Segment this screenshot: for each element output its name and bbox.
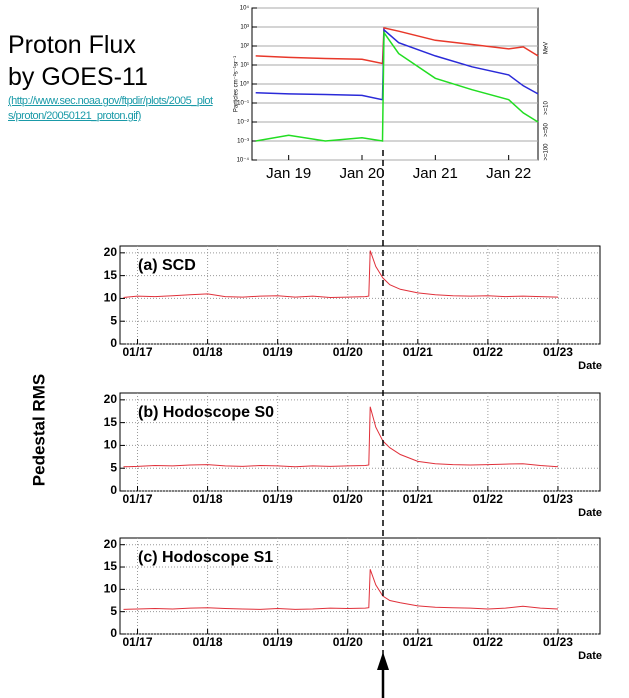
y-tick-label: 10³	[240, 25, 249, 31]
legend-label: >=100	[544, 143, 550, 161]
x-tick-label: 01/18	[193, 492, 223, 506]
x-tick-label: 01/22	[473, 345, 503, 359]
x-tick-label: 01/20	[333, 492, 363, 506]
heading: Proton Flux	[8, 31, 136, 59]
x-tick-label: Jan 20	[339, 165, 384, 182]
y-tick-label: 10	[104, 582, 118, 596]
x-axis-label: Date	[578, 507, 602, 519]
y-tick-label: 20	[104, 392, 118, 406]
plot-area	[119, 245, 601, 345]
x-tick-label: 01/22	[473, 635, 503, 649]
y-tick-label: 10²	[240, 44, 249, 50]
chart-title: (c) Hodoscope S1	[138, 549, 273, 566]
x-tick-label: Jan 19	[266, 165, 311, 182]
y-tick-label: 15	[104, 268, 118, 282]
series-line	[255, 30, 539, 142]
plot-area	[119, 392, 601, 492]
series-line	[123, 250, 559, 299]
y-tick-label: 15	[104, 415, 118, 429]
y-tick-label: 20	[104, 245, 118, 259]
series-line	[255, 26, 539, 65]
x-axis-label: Date	[578, 650, 602, 662]
y-axis-label: Pedestal RMS	[29, 374, 48, 486]
heading: by GOES-11	[8, 63, 148, 91]
source-link[interactable]: (http://www.sec.noaa.gov/ftpdir/plots/20…	[8, 95, 213, 122]
x-tick-label: 01/23	[543, 635, 573, 649]
x-tick-label: 01/19	[263, 345, 293, 359]
series-line	[123, 406, 559, 468]
y-tick-label: 10⁴	[240, 5, 250, 12]
y-tick-label: 15	[104, 559, 118, 573]
x-tick-label: 01/17	[123, 635, 153, 649]
y-tick-label: 0	[110, 336, 117, 350]
x-axis-label: Date	[578, 360, 602, 372]
y-tick-label: 5	[110, 604, 117, 618]
x-tick-label: 01/18	[193, 345, 223, 359]
x-tick-label: 01/18	[193, 635, 223, 649]
x-tick-label: 01/21	[403, 635, 433, 649]
y-tick-label: 10¹	[240, 63, 249, 69]
series-line	[255, 28, 539, 101]
x-tick-label: 01/19	[263, 635, 293, 649]
x-tick-label: 01/20	[333, 635, 363, 649]
x-tick-label: 01/17	[123, 492, 153, 506]
x-tick-label: Jan 22	[486, 165, 531, 182]
x-tick-label: 01/19	[263, 492, 293, 506]
x-tick-label: 01/23	[543, 492, 573, 506]
units-label: MeV	[544, 42, 550, 54]
y-tick-label: 0	[110, 483, 117, 497]
y-tick-label: 20	[104, 537, 118, 551]
legend-label: >=10	[544, 100, 550, 114]
y-tick-label: 5	[110, 313, 117, 327]
y-tick-label: 10⁰	[240, 81, 250, 88]
x-tick-label: 01/23	[543, 345, 573, 359]
plot-area	[119, 537, 601, 635]
y-tick-label: 10	[104, 438, 118, 452]
y-tick-label: 0	[110, 626, 117, 640]
series-line	[123, 569, 559, 610]
y-tick-label: 10⁻²	[237, 120, 249, 126]
legend-label: >=50	[544, 122, 550, 136]
y-tick-label: 10⁻⁴	[237, 157, 250, 164]
y-tick-label: 5	[110, 460, 117, 474]
x-tick-label: 01/21	[403, 345, 433, 359]
y-axis-label: Particles cm⁻²s⁻¹sr⁻¹	[234, 56, 240, 112]
chart-title: (a) SCD	[138, 257, 196, 274]
chart-title: (b) Hodoscope S0	[138, 404, 274, 421]
x-tick-label: 01/22	[473, 492, 503, 506]
x-tick-label: Jan 21	[413, 165, 458, 182]
x-tick-label: 01/17	[123, 345, 153, 359]
y-tick-label: 10⁻³	[237, 139, 249, 145]
x-tick-label: 01/20	[333, 345, 363, 359]
x-tick-label: 01/21	[403, 492, 433, 506]
y-tick-label: 10	[104, 291, 118, 305]
y-tick-label: 10⁻¹	[237, 101, 249, 107]
